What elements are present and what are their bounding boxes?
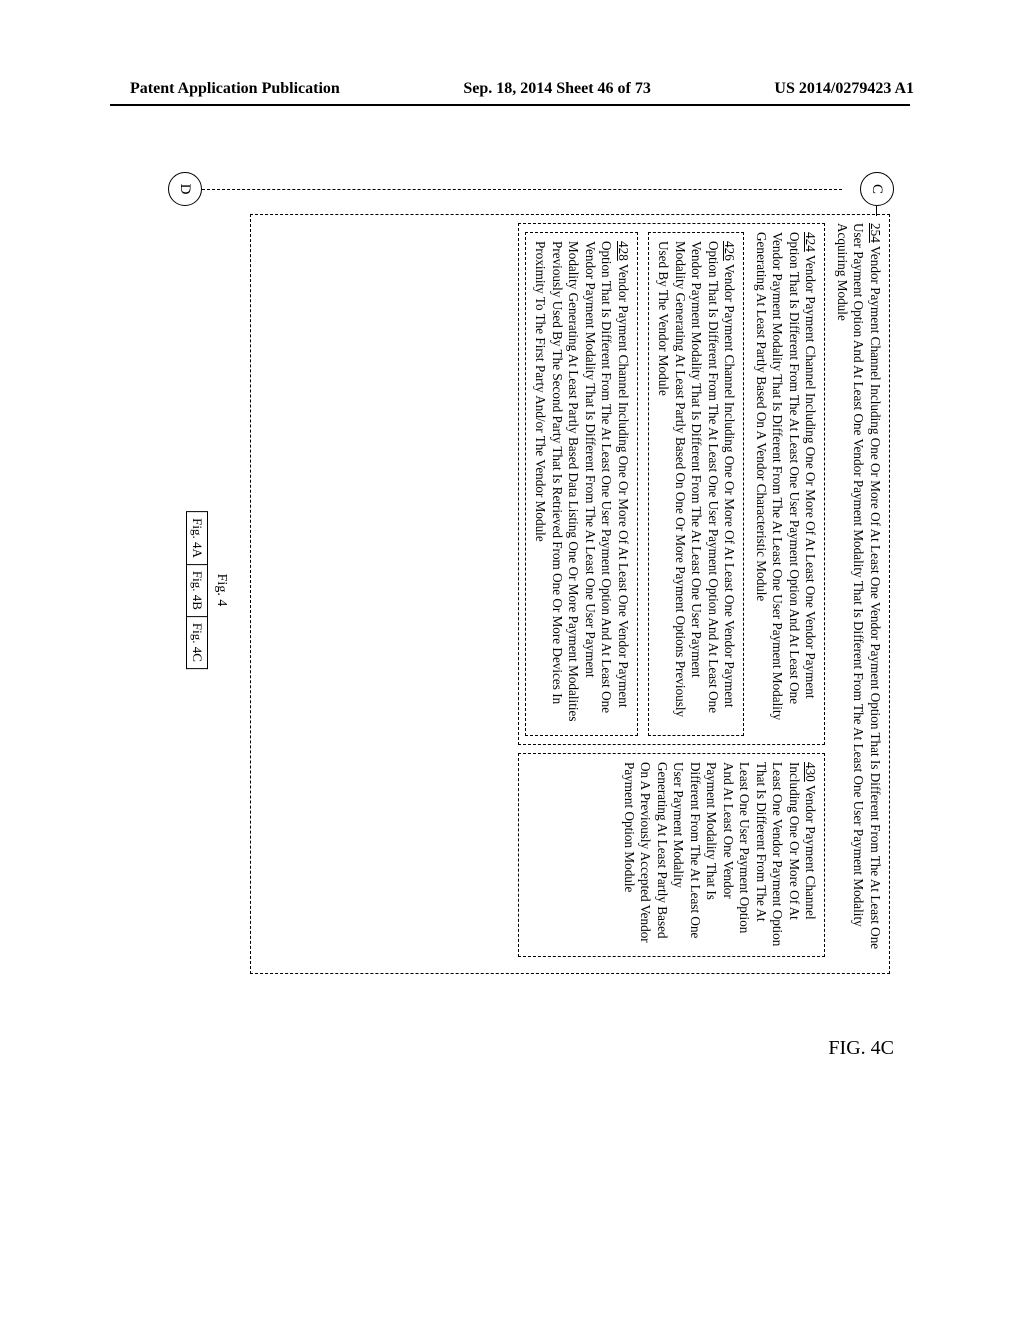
module-426-text: Vendor Payment Channel Including One Or … [657,241,738,717]
module-254-text: Vendor Payment Channel Including One Or … [835,223,883,949]
module-424-text: Vendor Payment Channel Including One Or … [754,232,819,720]
figure-caption: Fig. 4 [212,511,230,669]
module-254: 254 Vendor Payment Channel Including One… [250,214,890,974]
left-column: 424 Vendor Payment Channel Including One… [518,223,826,745]
diagram: C D 254 Vendor Payment Channel Including… [190,200,890,980]
ref-424: 424 [804,232,819,252]
dashed-side-line [202,189,842,190]
fig-nav-4b: Fig. 4B [186,565,208,617]
ref-430: 430 [804,762,819,782]
module-row: 424 Vendor Payment Channel Including One… [518,223,826,965]
module-254-title: 254 Vendor Payment Channel Including One… [834,223,884,965]
module-428-text: Vendor Payment Channel Including One Or … [534,241,632,722]
connector-d-label: D [176,184,195,195]
patent-page: Patent Application Publication Sep. 18, … [0,0,1024,1320]
module-426: 426 Vendor Payment Channel Including One… [648,232,745,736]
module-430: 430 Vendor Payment Channel Including One… [518,753,826,957]
fig-nav-4a: Fig. 4A [186,511,208,565]
connector-c: C [860,172,894,206]
ref-426: 426 [723,241,738,261]
figure-label: FIG. 4C [828,1037,894,1060]
header-left: Patent Application Publication [130,80,340,98]
page-header: Patent Application Publication Sep. 18, … [0,80,1024,98]
ref-254: 254 [868,223,883,243]
diagram-rotated-wrap: C D 254 Vendor Payment Channel Including… [150,240,930,940]
module-424-children: 426 Vendor Payment Channel Including One… [525,232,745,736]
module-430-text: Vendor Payment Channel Including One Or … [622,762,819,946]
fig-nav-4c: Fig. 4C [186,617,208,669]
connector-d: D [168,172,202,206]
figure-nav: Fig. 4 Fig. 4A Fig. 4B Fig. 4C [186,511,230,669]
figure-nav-row: Fig. 4A Fig. 4B Fig. 4C [186,511,208,669]
ref-428: 428 [616,241,631,261]
module-424-title: 424 Vendor Payment Channel Including One… [753,232,819,736]
header-center: Sep. 18, 2014 Sheet 46 of 73 [463,80,651,98]
module-424: 424 Vendor Payment Channel Including One… [518,223,826,745]
header-rule [110,104,910,106]
module-428: 428 Vendor Payment Channel Including One… [525,232,638,736]
connector-c-label: C [868,184,887,194]
header-right: US 2014/0279423 A1 [774,80,914,98]
